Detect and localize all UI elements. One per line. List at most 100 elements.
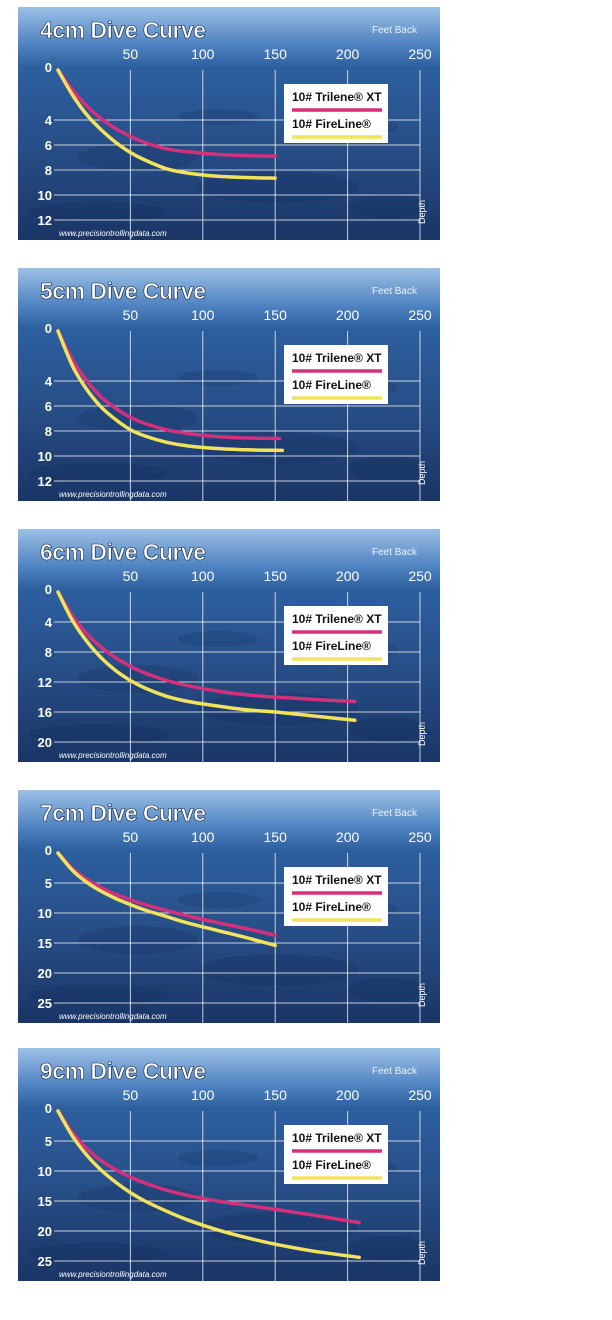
y-tick-label: 5: [45, 1134, 52, 1149]
x-tick-label: 150: [264, 46, 288, 62]
series-line-fireline: [56, 590, 357, 723]
x-tick-label: 200: [336, 1087, 360, 1103]
y-tick-label: 12: [38, 675, 52, 690]
chart-title: 5cm Dive Curve: [40, 278, 206, 304]
legend: 10# Trilene® XT 10# FireLine®: [284, 606, 388, 665]
dive-curve-chart-2: 6cm Dive Curve Feet Back 50 100 150 200 250 0 4 8…: [0, 529, 612, 766]
x-tick-label: 100: [191, 568, 215, 584]
y-tick-label: 8: [45, 163, 52, 178]
x-tick-label: 150: [264, 829, 288, 845]
x-axis-label: Feet Back: [372, 547, 418, 558]
chart-title: 7cm Dive Curve: [40, 800, 206, 826]
y-tick-label: 4: [45, 374, 53, 389]
website-url: www.precisiontrollingdata.com: [59, 1270, 167, 1279]
x-tick-label: 250: [408, 1087, 432, 1103]
chart-svg: 6cm Dive Curve Feet Back 50 100 150 200 250 0 4 8…: [18, 529, 440, 762]
legend-box: [284, 345, 388, 404]
dive-curve-chart-1: 5cm Dive Curve Feet Back 50 100 150 200 250 0 4 6…: [0, 268, 612, 505]
y-tick-label: 10: [38, 449, 52, 464]
series-line-trilene: [56, 1109, 361, 1225]
legend-label: 10# FireLine®: [292, 1158, 371, 1172]
x-tick-label: 50: [123, 1087, 139, 1103]
legend: 10# Trilene® XT 10# FireLine®: [284, 345, 388, 404]
series-line-fireline: [56, 1109, 361, 1260]
x-tick-label: 100: [191, 1087, 215, 1103]
x-tick-label: 150: [264, 1087, 288, 1103]
x-axis-label: Feet Back: [372, 808, 418, 819]
y-axis-label: Depth: [417, 1241, 427, 1265]
y-axis-label: Depth: [417, 983, 427, 1007]
x-axis-label: Feet Back: [372, 286, 418, 297]
x-tick-label: 100: [191, 829, 215, 845]
website-url: www.precisiontrollingdata.com: [59, 751, 167, 760]
chart-title: 9cm Dive Curve: [40, 1058, 206, 1084]
y-tick-label: 25: [38, 996, 52, 1011]
x-tick-label: 250: [408, 829, 432, 845]
dive-curve-chart-0: 4cm Dive Curve Feet Back 50 100 150 200 250 0 4 6…: [0, 7, 612, 244]
website-url: www.precisiontrollingdata.com: [59, 229, 167, 238]
x-axis-label: Feet Back: [372, 25, 418, 36]
legend-box: [284, 1125, 388, 1184]
y-tick-label: 25: [38, 1254, 52, 1269]
dive-curve-chart-3: 7cm Dive Curve Feet Back 50 100 150 200 250 0 5 1…: [0, 790, 612, 1027]
x-tick-label: 50: [123, 307, 139, 323]
y-tick-label: 12: [38, 474, 52, 489]
x-axis-label: Feet Back: [372, 1066, 418, 1077]
series-line-trilene: [56, 590, 357, 704]
y-tick-label: 8: [45, 645, 52, 660]
y-axis-label: Depth: [417, 200, 427, 224]
y-tick-label: 0: [45, 321, 52, 336]
legend-box: [284, 867, 388, 926]
y-tick-label: 12: [38, 213, 52, 228]
x-tick-label: 250: [408, 568, 432, 584]
series-line-fireline: [56, 851, 277, 948]
x-tick-label: 100: [191, 307, 215, 323]
y-tick-label: 10: [38, 906, 52, 921]
website-url: www.precisiontrollingdata.com: [59, 490, 167, 499]
y-tick-label: 10: [38, 188, 52, 203]
series-line-trilene: [56, 851, 277, 937]
x-tick-label: 50: [123, 829, 139, 845]
legend-label: 10# Trilene® XT: [292, 90, 382, 104]
legend: 10# Trilene® XT 10# FireLine®: [284, 84, 388, 143]
y-tick-label: 4: [45, 113, 53, 128]
y-axis-label: Depth: [417, 461, 427, 485]
legend: 10# Trilene® XT 10# FireLine®: [284, 867, 388, 926]
series-line-trilene: [56, 68, 277, 159]
legend-box: [284, 84, 388, 143]
y-axis-label: Depth: [417, 722, 427, 746]
series-line-fireline: [56, 329, 285, 453]
x-tick-label: 250: [408, 46, 432, 62]
legend-label: 10# FireLine®: [292, 900, 371, 914]
y-tick-label: 20: [38, 735, 52, 750]
y-tick-label: 0: [45, 1101, 52, 1116]
y-tick-label: 20: [38, 1224, 52, 1239]
x-tick-label: 100: [191, 46, 215, 62]
legend-label: 10# Trilene® XT: [292, 1131, 382, 1145]
y-tick-label: 6: [45, 399, 52, 414]
chart-svg: 4cm Dive Curve Feet Back 50 100 150 200 250 0 4 6…: [18, 7, 440, 240]
series-line-trilene: [56, 329, 282, 441]
series-line-fireline: [56, 68, 277, 180]
y-tick-label: 8: [45, 424, 52, 439]
chart-svg: 7cm Dive Curve Feet Back 50 100 150 200 250 0 5 1…: [18, 790, 440, 1023]
x-tick-label: 50: [123, 46, 139, 62]
legend-label: 10# Trilene® XT: [292, 873, 382, 887]
x-tick-label: 150: [264, 307, 288, 323]
y-tick-label: 0: [45, 582, 52, 597]
website-url: www.precisiontrollingdata.com: [59, 1012, 167, 1021]
y-tick-label: 15: [38, 1194, 52, 1209]
legend-label: 10# FireLine®: [292, 117, 371, 131]
legend-box: [284, 606, 388, 665]
x-tick-label: 200: [336, 568, 360, 584]
chart-title: 4cm Dive Curve: [40, 17, 206, 43]
y-tick-label: 0: [45, 60, 52, 75]
legend-label: 10# FireLine®: [292, 378, 371, 392]
x-tick-label: 250: [408, 307, 432, 323]
legend-label: 10# Trilene® XT: [292, 612, 382, 626]
y-tick-label: 5: [45, 876, 52, 891]
x-tick-label: 200: [336, 46, 360, 62]
chart-svg: 9cm Dive Curve Feet Back 50 100 150 200 250 0 5 1…: [18, 1048, 440, 1281]
x-tick-label: 200: [336, 307, 360, 323]
y-tick-label: 20: [38, 966, 52, 981]
